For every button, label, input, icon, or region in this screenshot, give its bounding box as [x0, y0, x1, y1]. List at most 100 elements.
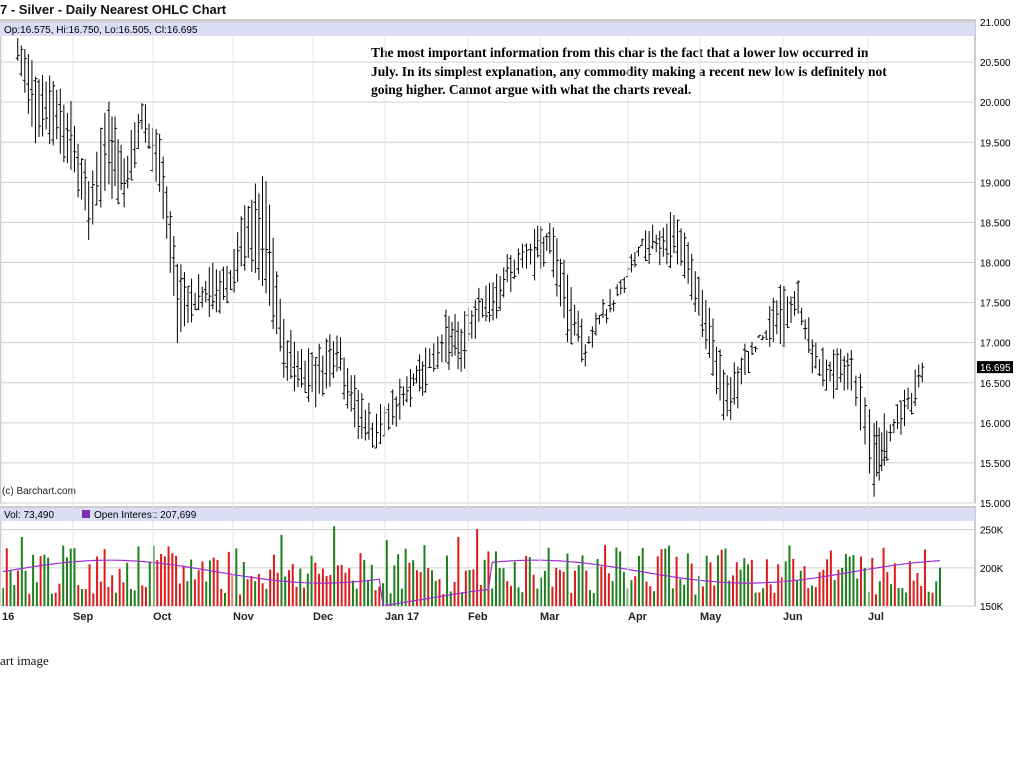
ohlc-bar — [858, 373, 863, 431]
ohlc-bar — [650, 224, 655, 250]
ohlc-bar — [611, 300, 616, 312]
ohlc-bar — [483, 285, 488, 322]
volume-bar — [585, 570, 588, 606]
ohlc-bar — [15, 38, 20, 61]
ohlc-bar — [608, 288, 613, 313]
volume-bar — [920, 585, 923, 606]
ohlc-bar — [228, 269, 233, 290]
volume-bar — [641, 547, 644, 606]
volume-bar — [822, 569, 825, 606]
ohlc-bar — [909, 392, 914, 415]
price-tick-label: 16.500 — [980, 379, 1011, 390]
volume-bar — [803, 566, 806, 606]
volume-bar — [679, 578, 682, 606]
volume-bar — [336, 565, 339, 606]
ohlc-bar — [313, 357, 318, 408]
volume-bar — [280, 534, 283, 606]
ohlc-bar — [505, 254, 510, 283]
price-grid — [0, 21, 975, 504]
ohlc-bar — [431, 343, 436, 372]
ohlc-bar — [356, 389, 361, 440]
ohlc-bar — [810, 339, 815, 374]
ohlc-bar — [65, 112, 70, 164]
volume-bar — [367, 580, 370, 606]
price-bars — [15, 38, 925, 497]
price-tick-label: 21.000 — [980, 18, 1011, 29]
volume-bar — [607, 573, 610, 606]
ohlc-bar — [732, 362, 737, 405]
x-axis: 16 Sep Oct Nov Dec Jan 17 Feb Mar Apr May Jun Jul — [1, 36, 884, 623]
volume-bar — [784, 561, 787, 606]
ohlc-bar — [242, 205, 247, 271]
ohlc-bar — [427, 348, 432, 369]
volume-bar — [370, 564, 373, 606]
volume-bar — [649, 586, 652, 606]
ohlc-bar — [686, 242, 691, 284]
ohlc-bar — [767, 306, 772, 347]
volume-bar — [408, 562, 411, 606]
ohlc-bar — [824, 359, 829, 391]
ohlc-bar — [417, 354, 422, 392]
volume-bar — [528, 557, 531, 606]
volume-bar — [769, 584, 772, 606]
price-tick-label: 18.500 — [980, 218, 1011, 229]
ohlc-bar — [657, 230, 662, 266]
volume-bar — [442, 594, 445, 606]
volume-y-axis: 150K 200K 250K — [980, 526, 1004, 613]
ohlc-bar — [739, 357, 744, 385]
ohlc-bar — [217, 270, 222, 314]
ohlc-bar — [725, 375, 730, 417]
ohlc-bar — [879, 432, 884, 471]
volume-bar — [58, 583, 61, 606]
ohlc-bar — [320, 355, 325, 397]
volume-bar — [558, 569, 561, 606]
ohlc-bar — [849, 350, 854, 391]
volume-bar — [129, 588, 132, 606]
ohlc-bar — [872, 423, 877, 497]
ohlc-bar — [288, 329, 293, 379]
volume-bar — [261, 583, 264, 606]
volume-bar — [152, 545, 155, 606]
ohlc-bar — [579, 318, 584, 363]
volume-bar — [141, 585, 144, 606]
x-tick-label: Sep — [73, 611, 93, 623]
ohlc-bar — [838, 348, 843, 383]
ohlc-bar — [175, 263, 180, 344]
volume-bar — [935, 581, 938, 606]
volume-bar — [615, 547, 618, 606]
volume-bar — [291, 564, 294, 606]
volume-bar — [208, 560, 211, 606]
volume-bar — [754, 592, 757, 606]
ohlc-bar — [256, 193, 261, 281]
ohlc-bar — [803, 319, 808, 340]
volume-bar — [148, 561, 151, 606]
ohlc-bar — [544, 233, 549, 251]
volume-bar — [81, 589, 84, 606]
open-interest-line — [2, 559, 941, 607]
ohlc-bar — [494, 273, 499, 319]
ohlc-bar — [913, 369, 918, 407]
volume-bar — [355, 588, 358, 606]
x-tick-label: Jul — [868, 611, 884, 623]
ohlc-bar — [225, 266, 230, 304]
ohlc-bar — [480, 298, 485, 318]
ohlc-bar — [345, 368, 350, 409]
price-panel-header — [0, 21, 975, 36]
volume-bar — [137, 546, 140, 606]
ohlc-bar — [386, 403, 391, 431]
price-tick-label: 20.000 — [980, 98, 1011, 109]
ohlc-bar — [239, 216, 244, 267]
volume-bar — [2, 587, 4, 606]
volume-bar — [837, 569, 840, 606]
ohlc-bar — [512, 259, 517, 279]
price-tick-label: 17.500 — [980, 299, 1011, 310]
price-tick-label: 16.000 — [980, 419, 1011, 430]
ohlc-bar — [735, 366, 740, 409]
ohlc-bar — [799, 307, 804, 325]
ohlc-bar — [146, 123, 151, 150]
volume-bar — [871, 557, 874, 606]
ohlc-bar — [122, 158, 127, 208]
ohlc-bar — [842, 356, 847, 391]
ohlc-bar — [420, 361, 425, 396]
ohlc-bar — [728, 377, 733, 421]
